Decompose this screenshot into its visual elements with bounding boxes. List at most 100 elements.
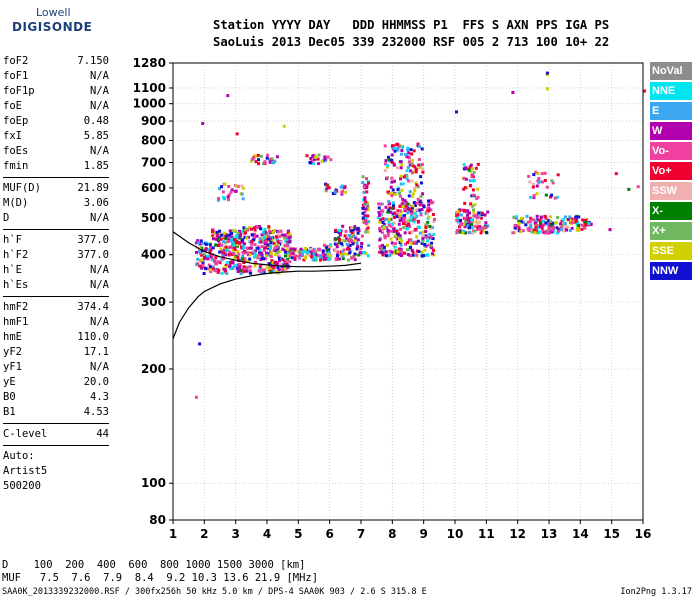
- data-point: [468, 184, 472, 188]
- data-point: [338, 238, 341, 242]
- data-point: [325, 187, 329, 191]
- data-point: [396, 233, 400, 237]
- data-point: [340, 252, 344, 255]
- data-point: [484, 221, 488, 225]
- param-value: N/A: [90, 279, 109, 291]
- data-point: [338, 229, 341, 232]
- data-point: [378, 244, 382, 248]
- data-point: [470, 218, 474, 222]
- data-point: [364, 207, 368, 211]
- data-point: [241, 186, 245, 190]
- param-name: fxI: [3, 130, 22, 142]
- data-point: [391, 161, 395, 165]
- data-point: [456, 220, 460, 224]
- data-point: [550, 193, 554, 197]
- data-point: [405, 201, 408, 204]
- data-point: [413, 189, 417, 193]
- data-point: [346, 238, 350, 242]
- data-point: [276, 266, 280, 270]
- data-point: [470, 231, 474, 235]
- data-point: [257, 253, 261, 257]
- data-point: [429, 236, 433, 240]
- data-point: [221, 190, 225, 194]
- data-point: [230, 188, 234, 192]
- y-tick-label: 1280: [133, 56, 166, 70]
- data-point: [379, 213, 383, 217]
- data-point: [286, 244, 290, 248]
- data-point: [293, 256, 297, 260]
- data-point: [396, 147, 399, 150]
- param-row: h`F2 377.0: [3, 248, 109, 263]
- data-point: [201, 122, 205, 125]
- data-point: [327, 248, 331, 252]
- data-point: [245, 246, 249, 250]
- data-point: [392, 227, 396, 231]
- data-point: [411, 253, 415, 257]
- data-point: [413, 217, 417, 221]
- data-point: [574, 215, 578, 219]
- data-point: [422, 230, 425, 234]
- data-point: [412, 201, 416, 204]
- data-point: [383, 236, 387, 240]
- data-point: [568, 229, 572, 232]
- data-point: [262, 238, 266, 242]
- data-point: [380, 247, 384, 251]
- data-point: [273, 249, 277, 252]
- data-point: [249, 251, 253, 255]
- data-point: [460, 222, 463, 225]
- data-point: [528, 220, 532, 224]
- data-point: [237, 235, 241, 239]
- data-point: [392, 251, 396, 255]
- data-point: [283, 243, 287, 247]
- data-point: [550, 179, 554, 183]
- data-point: [258, 225, 261, 228]
- true-height-profile: [172, 268, 362, 340]
- data-point: [254, 249, 257, 253]
- data-point: [417, 145, 421, 148]
- param-row: fxI 5.85: [3, 129, 109, 144]
- data-point: [400, 188, 404, 192]
- data-point: [228, 229, 232, 233]
- data-point: [303, 247, 307, 251]
- data-point: [411, 207, 414, 211]
- data-point: [544, 193, 548, 197]
- data-point: [459, 218, 462, 222]
- data-point: [472, 208, 475, 212]
- data-point: [420, 203, 424, 207]
- data-point: [382, 222, 386, 226]
- data-point: [421, 237, 425, 241]
- param-row: D N/A: [3, 211, 109, 226]
- data-point: [561, 218, 565, 222]
- data-point: [311, 154, 315, 158]
- data-point: [568, 215, 572, 219]
- data-point: [380, 250, 384, 254]
- data-point: [403, 209, 407, 212]
- data-point: [403, 207, 407, 211]
- data-point: [570, 226, 574, 230]
- data-point: [338, 257, 341, 261]
- data-point: [231, 267, 235, 270]
- param-separator: [3, 445, 109, 446]
- data-point: [398, 194, 402, 198]
- data-point: [409, 210, 413, 214]
- data-point: [355, 241, 359, 245]
- data-point: [405, 173, 409, 177]
- data-point: [203, 248, 207, 252]
- data-point: [240, 229, 244, 233]
- data-point: [242, 265, 246, 269]
- data-point: [418, 231, 422, 235]
- data-point: [314, 256, 318, 260]
- data-point: [420, 241, 424, 245]
- data-point: [458, 225, 461, 229]
- data-point: [260, 245, 264, 248]
- data-point: [524, 223, 528, 227]
- data-point: [547, 228, 551, 232]
- data-point: [381, 243, 384, 247]
- data-point: [399, 177, 402, 181]
- data-point: [564, 215, 568, 219]
- data-point: [572, 217, 576, 221]
- data-point: [276, 230, 280, 234]
- data-point: [254, 160, 258, 164]
- data-point: [275, 155, 279, 159]
- data-point: [422, 205, 426, 209]
